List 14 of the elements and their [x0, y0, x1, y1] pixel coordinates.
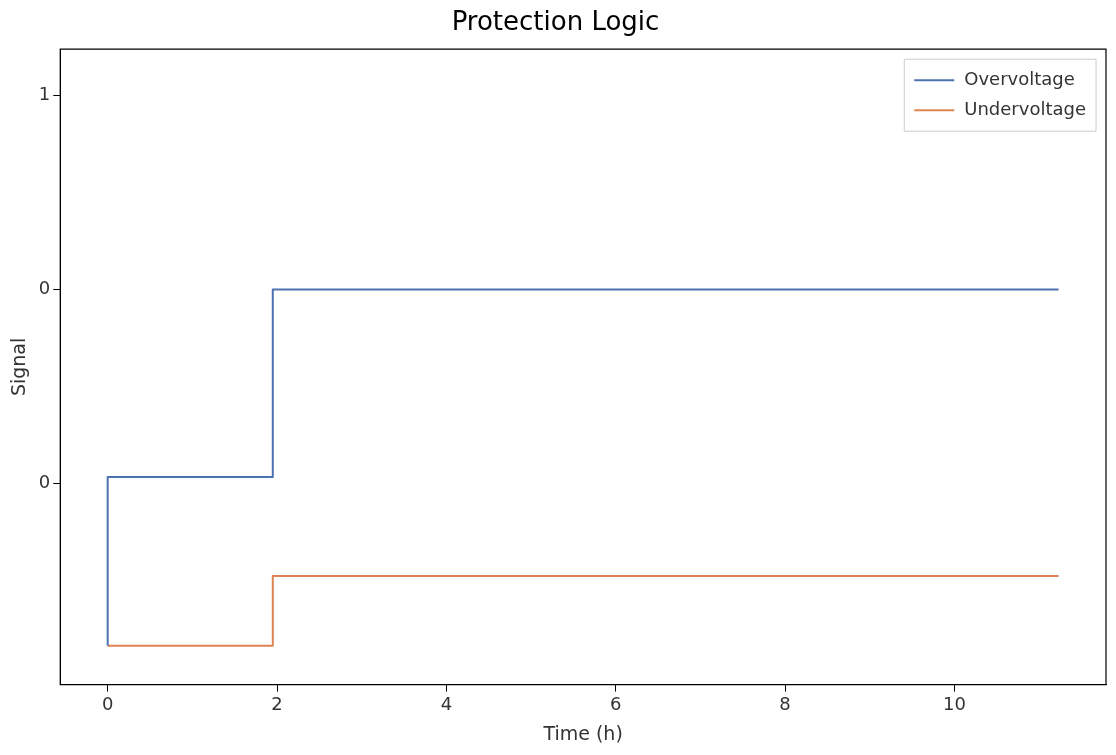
y-tick-label: 0	[38, 277, 51, 299]
y-tick-label: 1	[38, 83, 51, 105]
x-axis-title: Time (h)	[542, 721, 623, 744]
legend-label: Overvoltage	[964, 67, 1075, 89]
y-axis-title: Signal	[7, 337, 30, 397]
x-tick-label: 2	[271, 693, 283, 715]
x-tick-label: 6	[610, 693, 622, 715]
y-tick-label: 0	[38, 470, 51, 492]
x-tick-label: 0	[101, 693, 114, 715]
x-tick-label: 8	[779, 693, 791, 715]
chart-title: Protection Logic	[451, 6, 660, 37]
legend-label: Undervoltage	[964, 97, 1087, 119]
x-tick-label: 10	[942, 693, 966, 715]
x-tick-label: 4	[440, 693, 453, 715]
